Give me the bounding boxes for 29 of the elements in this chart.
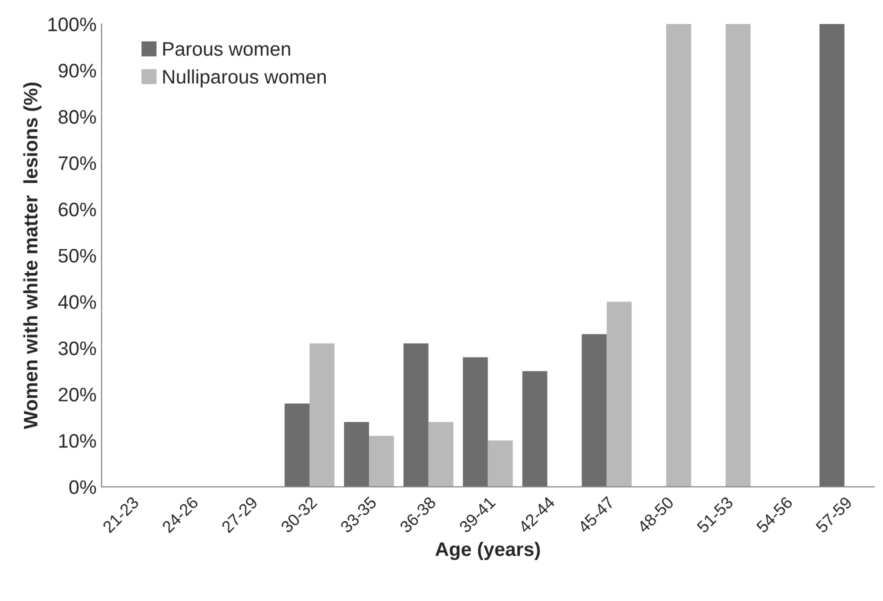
bar: [488, 440, 513, 487]
y-tick-label: 40%: [58, 295, 96, 309]
bar: [403, 343, 428, 487]
y-tick-label: 0%: [69, 480, 96, 494]
y-tick-label: 90%: [58, 64, 96, 78]
y-tick-label: 70%: [58, 156, 96, 170]
bar: [666, 24, 692, 487]
bar: [428, 422, 454, 487]
y-tick-label: 80%: [58, 110, 96, 124]
legend-label: Nulliparous women: [163, 69, 326, 88]
bar: [284, 404, 310, 487]
y-tick-label: 60%: [58, 202, 96, 216]
bar: [344, 422, 369, 487]
y-tick-label: 100%: [48, 18, 96, 32]
y-tick-label: 20%: [58, 388, 96, 402]
y-tick-label: 50%: [58, 248, 96, 263]
x-axis-title: Age (years): [435, 542, 540, 560]
legend-label: Parous women: [163, 42, 290, 56]
bar: [368, 436, 394, 487]
bar: [522, 371, 548, 487]
y-tick-label: 30%: [58, 341, 96, 356]
bar: [462, 357, 488, 487]
y-tick-label: 10%: [59, 434, 96, 448]
bar: [606, 302, 632, 487]
bar: [310, 343, 335, 487]
bar: [726, 24, 751, 487]
bar: [819, 24, 844, 487]
y-axis-title: Women with white matter lesions (%): [23, 82, 42, 430]
bar: [582, 334, 607, 487]
